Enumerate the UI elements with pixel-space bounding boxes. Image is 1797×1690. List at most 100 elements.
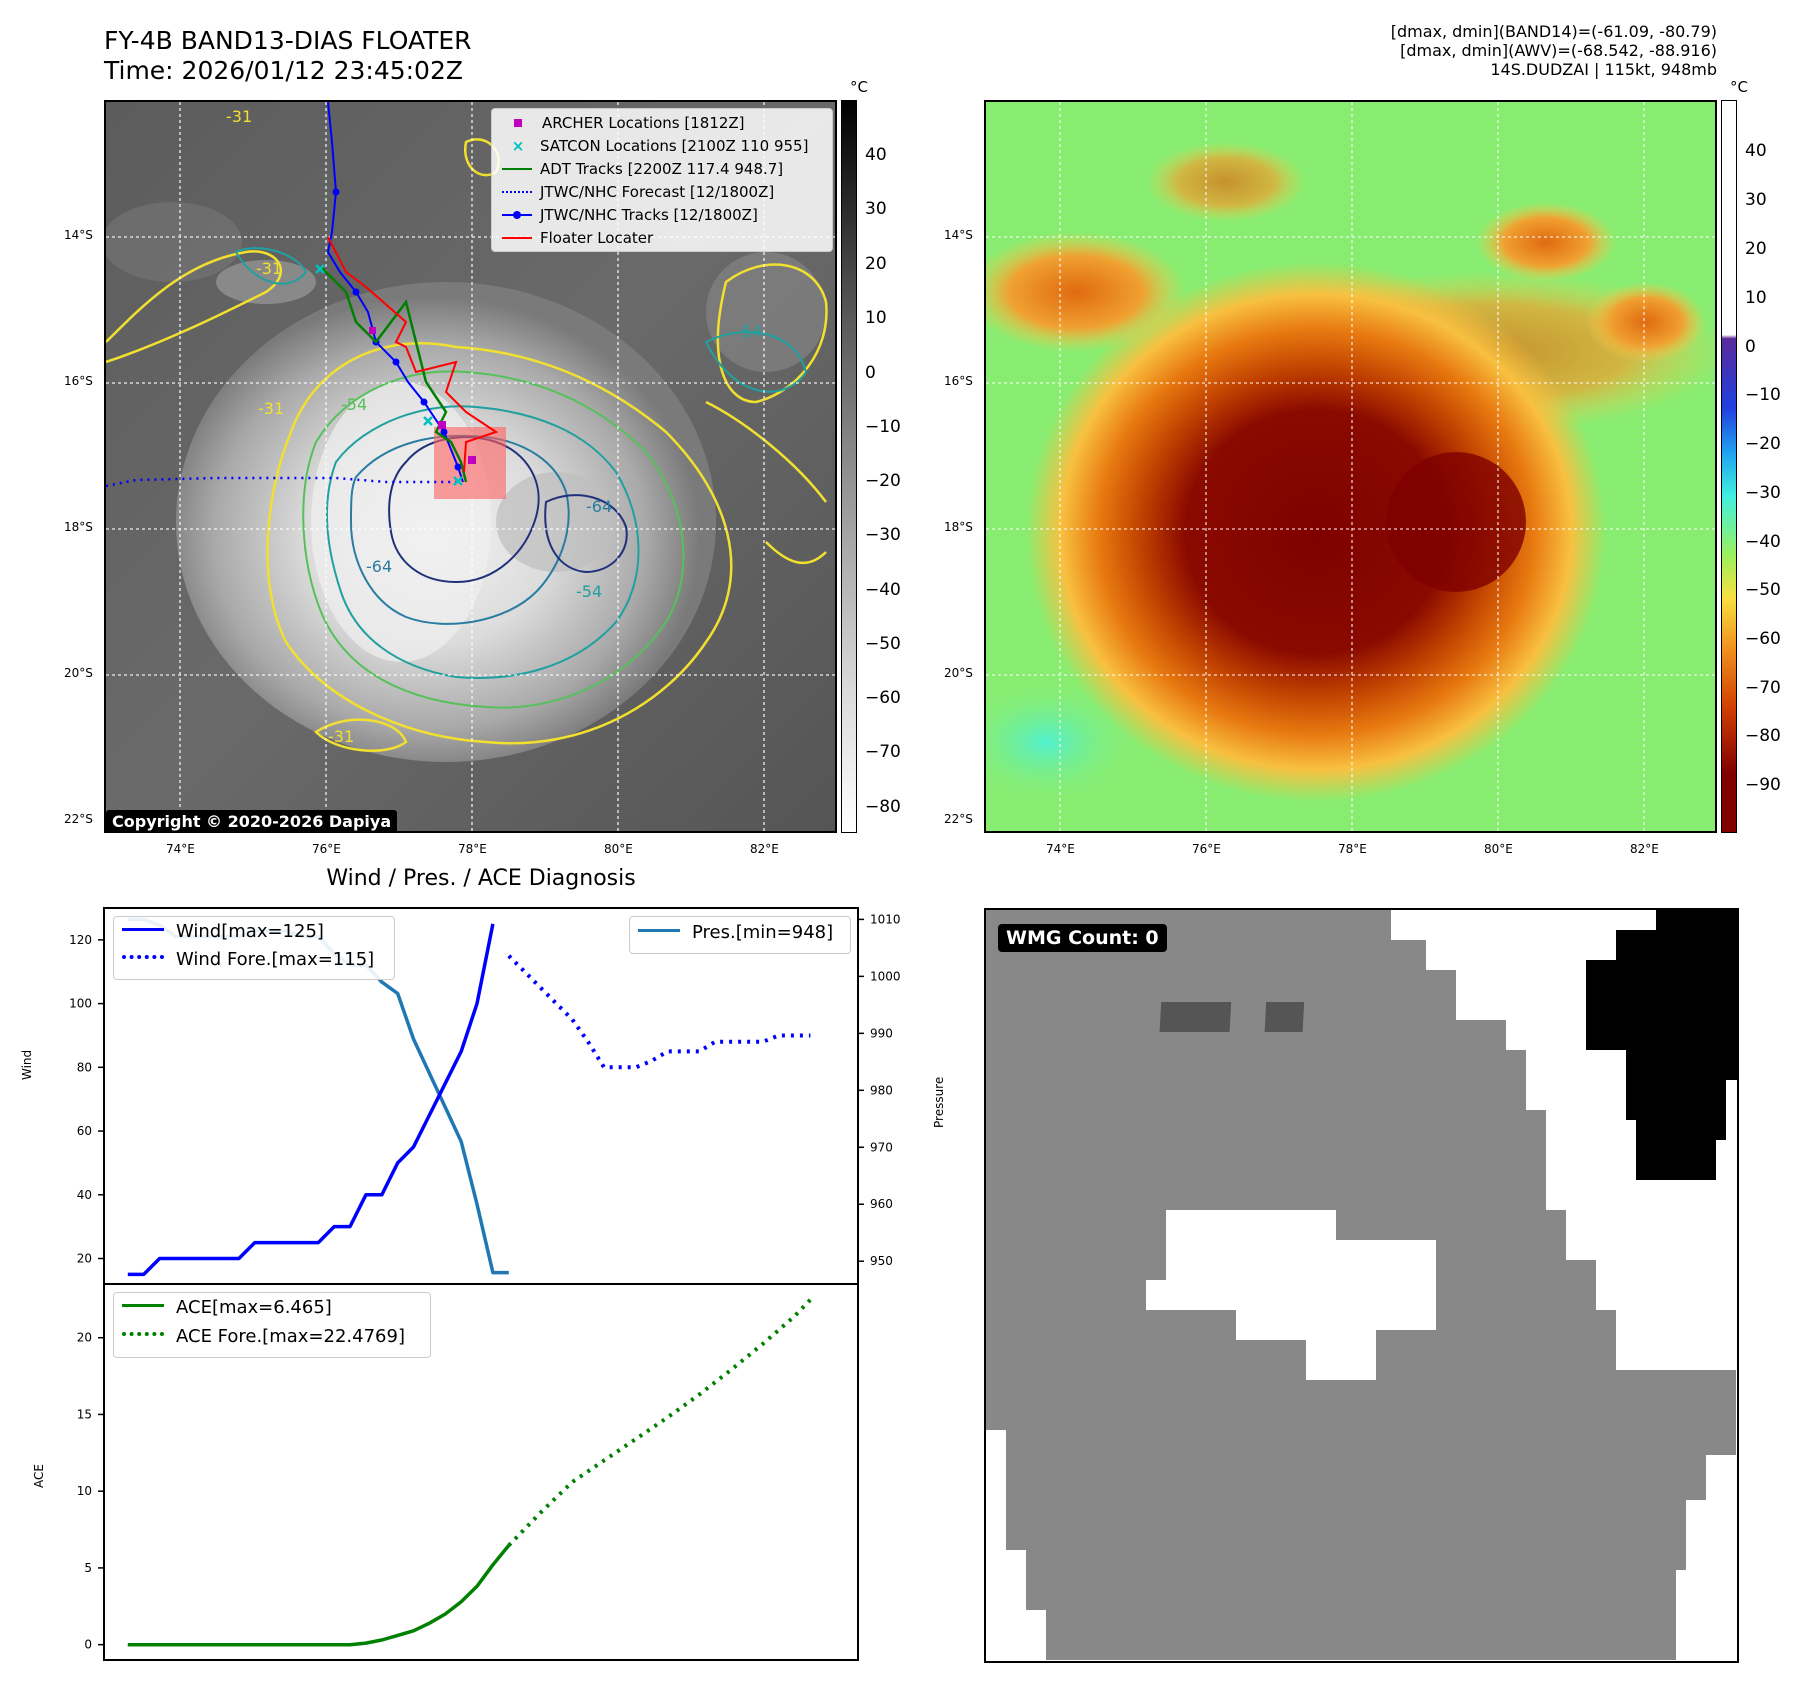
ir-colorbar [841, 100, 857, 833]
ir-colorbar-tick: 10 [865, 308, 887, 328]
wind-tick-label: 60 [77, 1124, 92, 1138]
dotted-line-icon [122, 955, 164, 959]
awv-imagery-panel [984, 100, 1717, 833]
legend-item-satcon: × SATCON Locations [2100Z 110 955] [502, 136, 809, 156]
square-marker-icon [514, 119, 522, 127]
lon-label: 82°E [1630, 842, 1659, 856]
line-dot-icon [502, 211, 532, 219]
wind-tick-label: 80 [77, 1060, 92, 1074]
lon-label: 74°E [166, 842, 195, 856]
contour-minus31 [266, 342, 733, 745]
dotted-line-icon [122, 1332, 164, 1336]
wind-line [127, 923, 495, 1277]
wind-tick-label: 40 [77, 1188, 92, 1202]
lat-label: 16°S [944, 374, 973, 388]
ir-colorbar-tick: 20 [865, 254, 887, 274]
awv-colorbar-tick: −30 [1745, 483, 1781, 503]
pressure-tick-label: 950 [870, 1254, 893, 1268]
solid-line-icon [638, 929, 680, 932]
floater-locater [327, 236, 499, 473]
solid-line-icon [122, 1304, 164, 1307]
legend-item-jtwc: JTWC/NHC Tracks [12/1800Z] [502, 205, 758, 225]
awv-colorbar [1721, 100, 1737, 833]
ir-colorbar-unit: °C [850, 78, 868, 96]
ir-legend: ARCHER Locations [1812Z] × SATCON Locatio… [491, 108, 833, 252]
lon-label: 82°E [750, 842, 779, 856]
wmg-count-badge: WMG Count: 0 [998, 924, 1167, 952]
lat-label: 20°S [944, 666, 973, 680]
jtwc-track [326, 102, 464, 483]
awv-colorbar-tick: −10 [1745, 385, 1781, 405]
lat-label: 18°S [944, 520, 973, 534]
wmg-dark-area [1586, 910, 1737, 1180]
wmg-dark-patch [1159, 1002, 1232, 1032]
contour-label: -31 [328, 727, 354, 746]
lat-label: 20°S [64, 666, 93, 680]
dotted-line-icon [502, 191, 532, 193]
lat-label: 14°S [944, 228, 973, 242]
ace-tick-label: 0 [84, 1638, 92, 1652]
awv-colorbar-tick: 20 [1745, 239, 1767, 259]
ir-imagery-panel: -31 -31 -31 -31 -54 -54 -54 -64 -64 [104, 100, 837, 833]
pressure-legend: Pres.[min=948] [629, 916, 851, 954]
legend-item-wind-forecast: Wind Fore.[max=115] [122, 949, 374, 970]
adt-track [320, 266, 468, 483]
diagnosis-title: Wind / Pres. / ACE Diagnosis [326, 866, 636, 891]
lat-label: 22°S [64, 812, 93, 826]
pressure-tick-label: 960 [870, 1197, 893, 1211]
title-line-1: FY-4B BAND13-DIAS FLOATER [104, 26, 472, 55]
ace-tick-label: 20 [77, 1331, 92, 1345]
satcon-markers [315, 264, 463, 486]
ir-colorbar-tick: −60 [865, 688, 901, 708]
contour-label: -54 [576, 582, 602, 601]
legend-item-ace: ACE[max=6.465] [122, 1297, 332, 1318]
ir-colorbar-tick: 30 [865, 199, 887, 219]
band14-range: [dmax, dmin](BAND14)=(-61.09, -80.79) [1390, 22, 1717, 41]
awv-colorbar-tick: −60 [1745, 629, 1781, 649]
lon-label: 80°E [604, 842, 633, 856]
ir-colorbar-tick: −40 [865, 580, 901, 600]
graticule [986, 102, 1715, 831]
copyright-badge: Copyright © 2020-2026 Dapiya [106, 810, 398, 831]
ir-colorbar-tick: −30 [865, 525, 901, 545]
wmg-map [986, 910, 1737, 1660]
awv-colorbar-tick: 40 [1745, 141, 1767, 161]
ir-colorbar-tick: −80 [865, 797, 901, 817]
archer-markers [369, 327, 476, 464]
ace-tick-label: 15 [77, 1407, 92, 1421]
lat-label: 22°S [944, 812, 973, 826]
lon-label: 78°E [1338, 842, 1367, 856]
contour-label: -31 [258, 399, 284, 418]
awv-colorbar-tick: 10 [1745, 288, 1767, 308]
title-line-2: Time: 2026/01/12 23:45:02Z [104, 56, 463, 85]
contour-label: -54 [341, 395, 367, 414]
diagnostic-summary: [dmax, dmin](BAND14)=(-61.09, -80.79) [d… [1391, 22, 1717, 79]
wind-tick-label: 100 [69, 997, 92, 1011]
wind-pressure-panel: 20 40 60 80 100 120 950 960 970 980 990 1000 1010 [69, 907, 900, 1285]
awv-range: [dmax, dmin](AWV)=(-68.542, -88.916) [1400, 41, 1717, 60]
pressure-tick-label: 1010 [870, 912, 900, 926]
contour-label: -64 [366, 557, 392, 576]
lon-label: 76°E [312, 842, 341, 856]
awv-colorbar-unit: °C [1730, 78, 1748, 96]
legend-item-archer: ARCHER Locations [1812Z] [502, 113, 745, 133]
ace-tick-label: 5 [84, 1561, 92, 1575]
ir-colorbar-tick: −20 [865, 471, 901, 491]
line-marker-icon [502, 168, 532, 170]
ace-tick-label: 10 [77, 1484, 92, 1498]
lat-label: 18°S [64, 520, 93, 534]
awv-colorbar-tick: −50 [1745, 580, 1781, 600]
awv-colorbar-tick: 30 [1745, 190, 1767, 210]
legend-item-forecast: JTWC/NHC Forecast [12/1800Z] [502, 182, 774, 202]
awv-colorbar-tick: −80 [1745, 726, 1781, 746]
pressure-axis-label: Pressure [932, 1076, 946, 1128]
awv-colorbar-tick: 0 [1745, 337, 1756, 357]
ace-legend: ACE[max=6.465] ACE Fore.[max=22.4769] [113, 1292, 431, 1358]
wind-legend: Wind[max=125] Wind Fore.[max=115] [113, 916, 395, 980]
pressure-tick-label: 990 [870, 1026, 893, 1040]
lon-label: 80°E [1484, 842, 1513, 856]
legend-item-wind: Wind[max=125] [122, 921, 324, 942]
ir-colorbar-tick: −50 [865, 634, 901, 654]
diagnosis-chart: 20 40 60 80 100 120 950 960 970 980 990 1000 1010 0… [69, 907, 900, 1661]
contour-label: -64 [586, 497, 612, 516]
